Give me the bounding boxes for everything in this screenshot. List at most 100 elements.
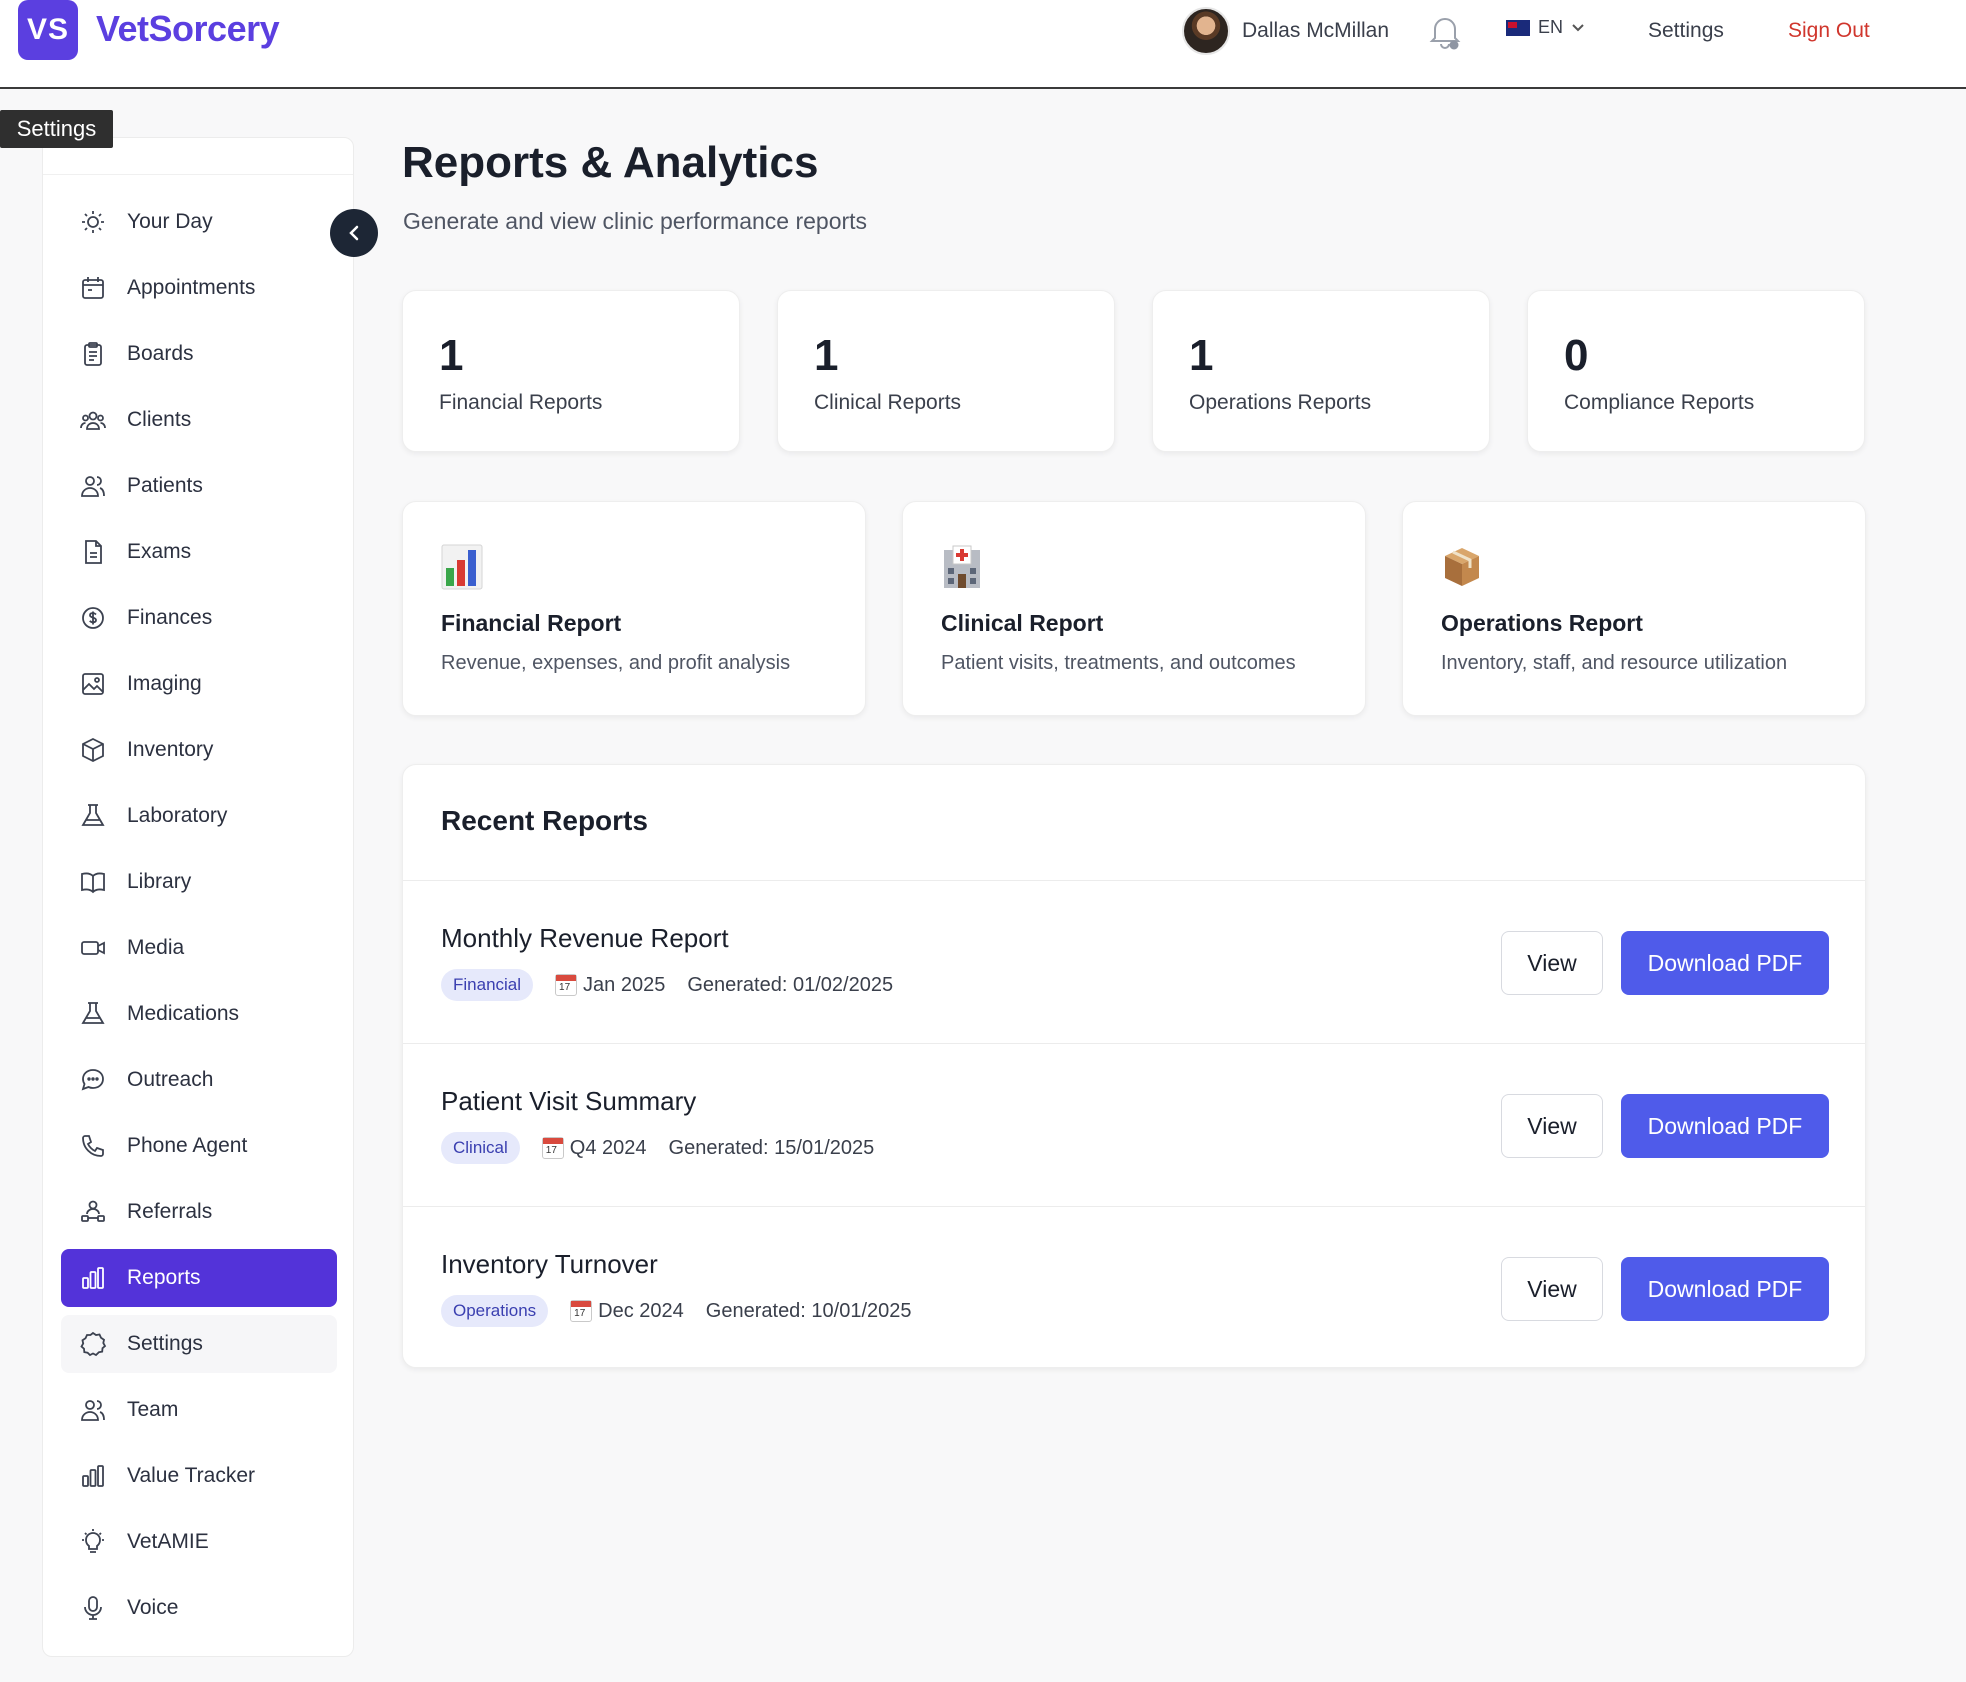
stat-value: 1 [814, 331, 839, 380]
video-icon [81, 941, 105, 955]
download-pdf-button[interactable]: Download PDF [1621, 1257, 1829, 1321]
flask-icon [81, 1002, 105, 1024]
clipboard-icon [84, 342, 102, 366]
user-group-icon [81, 1400, 105, 1421]
chevron-down-icon [1572, 23, 1584, 31]
package-emoji-icon [1445, 548, 1479, 586]
sidebar-item-label: Exams [127, 540, 192, 563]
sidebar-item-label: Settings [127, 1332, 203, 1355]
report-row: Patient Visit Summary Clinical Q4 2024 G… [403, 1044, 1865, 1206]
report-type-title: Clinical Report [941, 610, 1104, 636]
report-type-title: Financial Report [441, 610, 622, 636]
stat-value: 1 [1189, 331, 1214, 380]
language-code: EN [1538, 17, 1564, 37]
sidebar-item-label: Library [127, 870, 192, 893]
sign-out-link[interactable]: Sign Out [1788, 19, 1870, 42]
sidebar-item-inventory[interactable]: Inventory [61, 721, 337, 779]
lightbulb-icon [82, 1529, 104, 1553]
sidebar-item-label: Laboratory [127, 804, 228, 827]
report-row: Monthly Revenue Report Financial Jan 202… [403, 881, 1865, 1043]
bar-chart-icon [82, 1267, 104, 1289]
avatar[interactable] [1182, 7, 1230, 55]
sidebar-item-imaging[interactable]: Imaging [61, 655, 337, 713]
sidebar-item-label: Inventory [127, 738, 214, 761]
sidebar-item-value-tracker[interactable]: Value Tracker [61, 1447, 337, 1505]
category-badge: Financial [441, 969, 534, 1001]
sidebar-item-outreach[interactable]: Outreach [61, 1051, 337, 1109]
sidebar-item-clients[interactable]: Clients [61, 391, 337, 449]
collapse-sidebar-button[interactable] [330, 209, 378, 257]
sidebar-item-medications[interactable]: Medications [61, 985, 337, 1043]
cube-icon [82, 737, 104, 763]
sidebar-item-patients[interactable]: Patients [61, 457, 337, 515]
sidebar-item-exams[interactable]: Exams [61, 523, 337, 581]
sidebar: Your Day Appointments Boards Clients Pat… [42, 137, 354, 1657]
period-text: Dec 2024 [598, 1299, 684, 1322]
sidebar-item-referrals[interactable]: Referrals [61, 1183, 337, 1241]
header-settings-link[interactable]: Settings [1648, 19, 1724, 42]
download-pdf-button[interactable]: Download PDF [1621, 1094, 1829, 1158]
bell-icon[interactable] [1428, 14, 1462, 50]
flag-icon [1506, 19, 1530, 36]
generated-date: Generated: 01/02/2025 [687, 973, 894, 996]
report-meta: Clinical Q4 2024 Generated: 15/01/2025 [441, 1132, 874, 1164]
report-type-description: Patient visits, treatments, and outcomes [941, 652, 1296, 674]
user-name[interactable]: Dallas McMillan [1242, 19, 1390, 42]
calendar-emoji-icon [541, 1137, 564, 1159]
sidebar-item-label: Voice [127, 1596, 179, 1619]
sidebar-item-laboratory[interactable]: Laboratory [61, 787, 337, 845]
sidebar-item-label: Outreach [127, 1068, 214, 1091]
report-type-operations[interactable]: Operations Report Inventory, staff, and … [1402, 501, 1866, 716]
sidebar-item-your-day[interactable]: Your Day [61, 193, 337, 251]
language-selector[interactable]: EN [1506, 17, 1585, 38]
sidebar-item-finances[interactable]: Finances [61, 589, 337, 647]
sidebar-item-settings[interactable]: Settings [61, 1315, 337, 1373]
sidebar-item-library[interactable]: Library [61, 853, 337, 911]
page-title: Reports & Analytics [402, 138, 819, 187]
report-meta: Operations Dec 2024 Generated: 10/01/202… [441, 1295, 912, 1327]
sidebar-item-boards[interactable]: Boards [61, 325, 337, 383]
sidebar-item-label: Finances [127, 606, 213, 629]
view-button[interactable]: View [1501, 1257, 1603, 1321]
download-pdf-button[interactable]: Download PDF [1621, 931, 1829, 995]
sidebar-item-reports[interactable]: Reports [61, 1249, 337, 1307]
sidebar-item-label: Phone Agent [127, 1134, 248, 1157]
view-button[interactable]: View [1501, 931, 1603, 995]
recent-reports-title: Recent Reports [441, 805, 648, 836]
sidebar-item-label: VetAMIE [127, 1530, 209, 1553]
recent-reports-panel: Recent Reports Monthly Revenue Report Fi… [402, 764, 1866, 1368]
sidebar-item-label: Team [127, 1398, 179, 1421]
calendar-icon [82, 277, 104, 299]
sidebar-item-label: Patients [127, 474, 203, 497]
sidebar-item-label: Value Tracker [127, 1464, 255, 1487]
referral-icon [81, 1200, 105, 1222]
sidebar-item-label: Referrals [127, 1200, 213, 1223]
stat-card-operations: 1 Operations Reports [1152, 290, 1490, 452]
report-type-title: Operations Report [1441, 610, 1643, 636]
hospital-emoji-icon [944, 545, 980, 588]
report-type-description: Revenue, expenses, and profit analysis [441, 652, 791, 674]
logo-text[interactable]: VetSorcery [96, 8, 280, 49]
chevron-left-icon [349, 225, 359, 241]
sidebar-item-media[interactable]: Media [61, 919, 337, 977]
report-type-description: Inventory, staff, and resource utilizati… [1441, 652, 1788, 674]
cog-icon [80, 1331, 107, 1357]
sidebar-divider [43, 174, 353, 175]
settings-tooltip: Settings [0, 110, 113, 148]
logo-badge[interactable]: VS [18, 0, 78, 60]
report-type-clinical[interactable]: Clinical Report Patient visits, treatmen… [902, 501, 1366, 716]
sidebar-item-label: Your Day [127, 210, 213, 233]
sidebar-item-label: Imaging [127, 672, 202, 695]
sidebar-item-label: Reports [127, 1266, 201, 1289]
divider [403, 1043, 1865, 1044]
sidebar-item-voice[interactable]: Voice [61, 1579, 337, 1637]
stat-label: Financial Reports [439, 391, 603, 414]
sidebar-item-vetamie[interactable]: VetAMIE [61, 1513, 337, 1571]
sidebar-item-label: Boards [127, 342, 194, 365]
calendar-emoji-icon [555, 974, 578, 996]
report-type-financial[interactable]: Financial Report Revenue, expenses, and … [402, 501, 866, 716]
view-button[interactable]: View [1501, 1094, 1603, 1158]
sidebar-item-appointments[interactable]: Appointments [61, 259, 337, 317]
sidebar-item-team[interactable]: Team [61, 1381, 337, 1439]
sidebar-item-phone-agent[interactable]: Phone Agent [61, 1117, 337, 1175]
